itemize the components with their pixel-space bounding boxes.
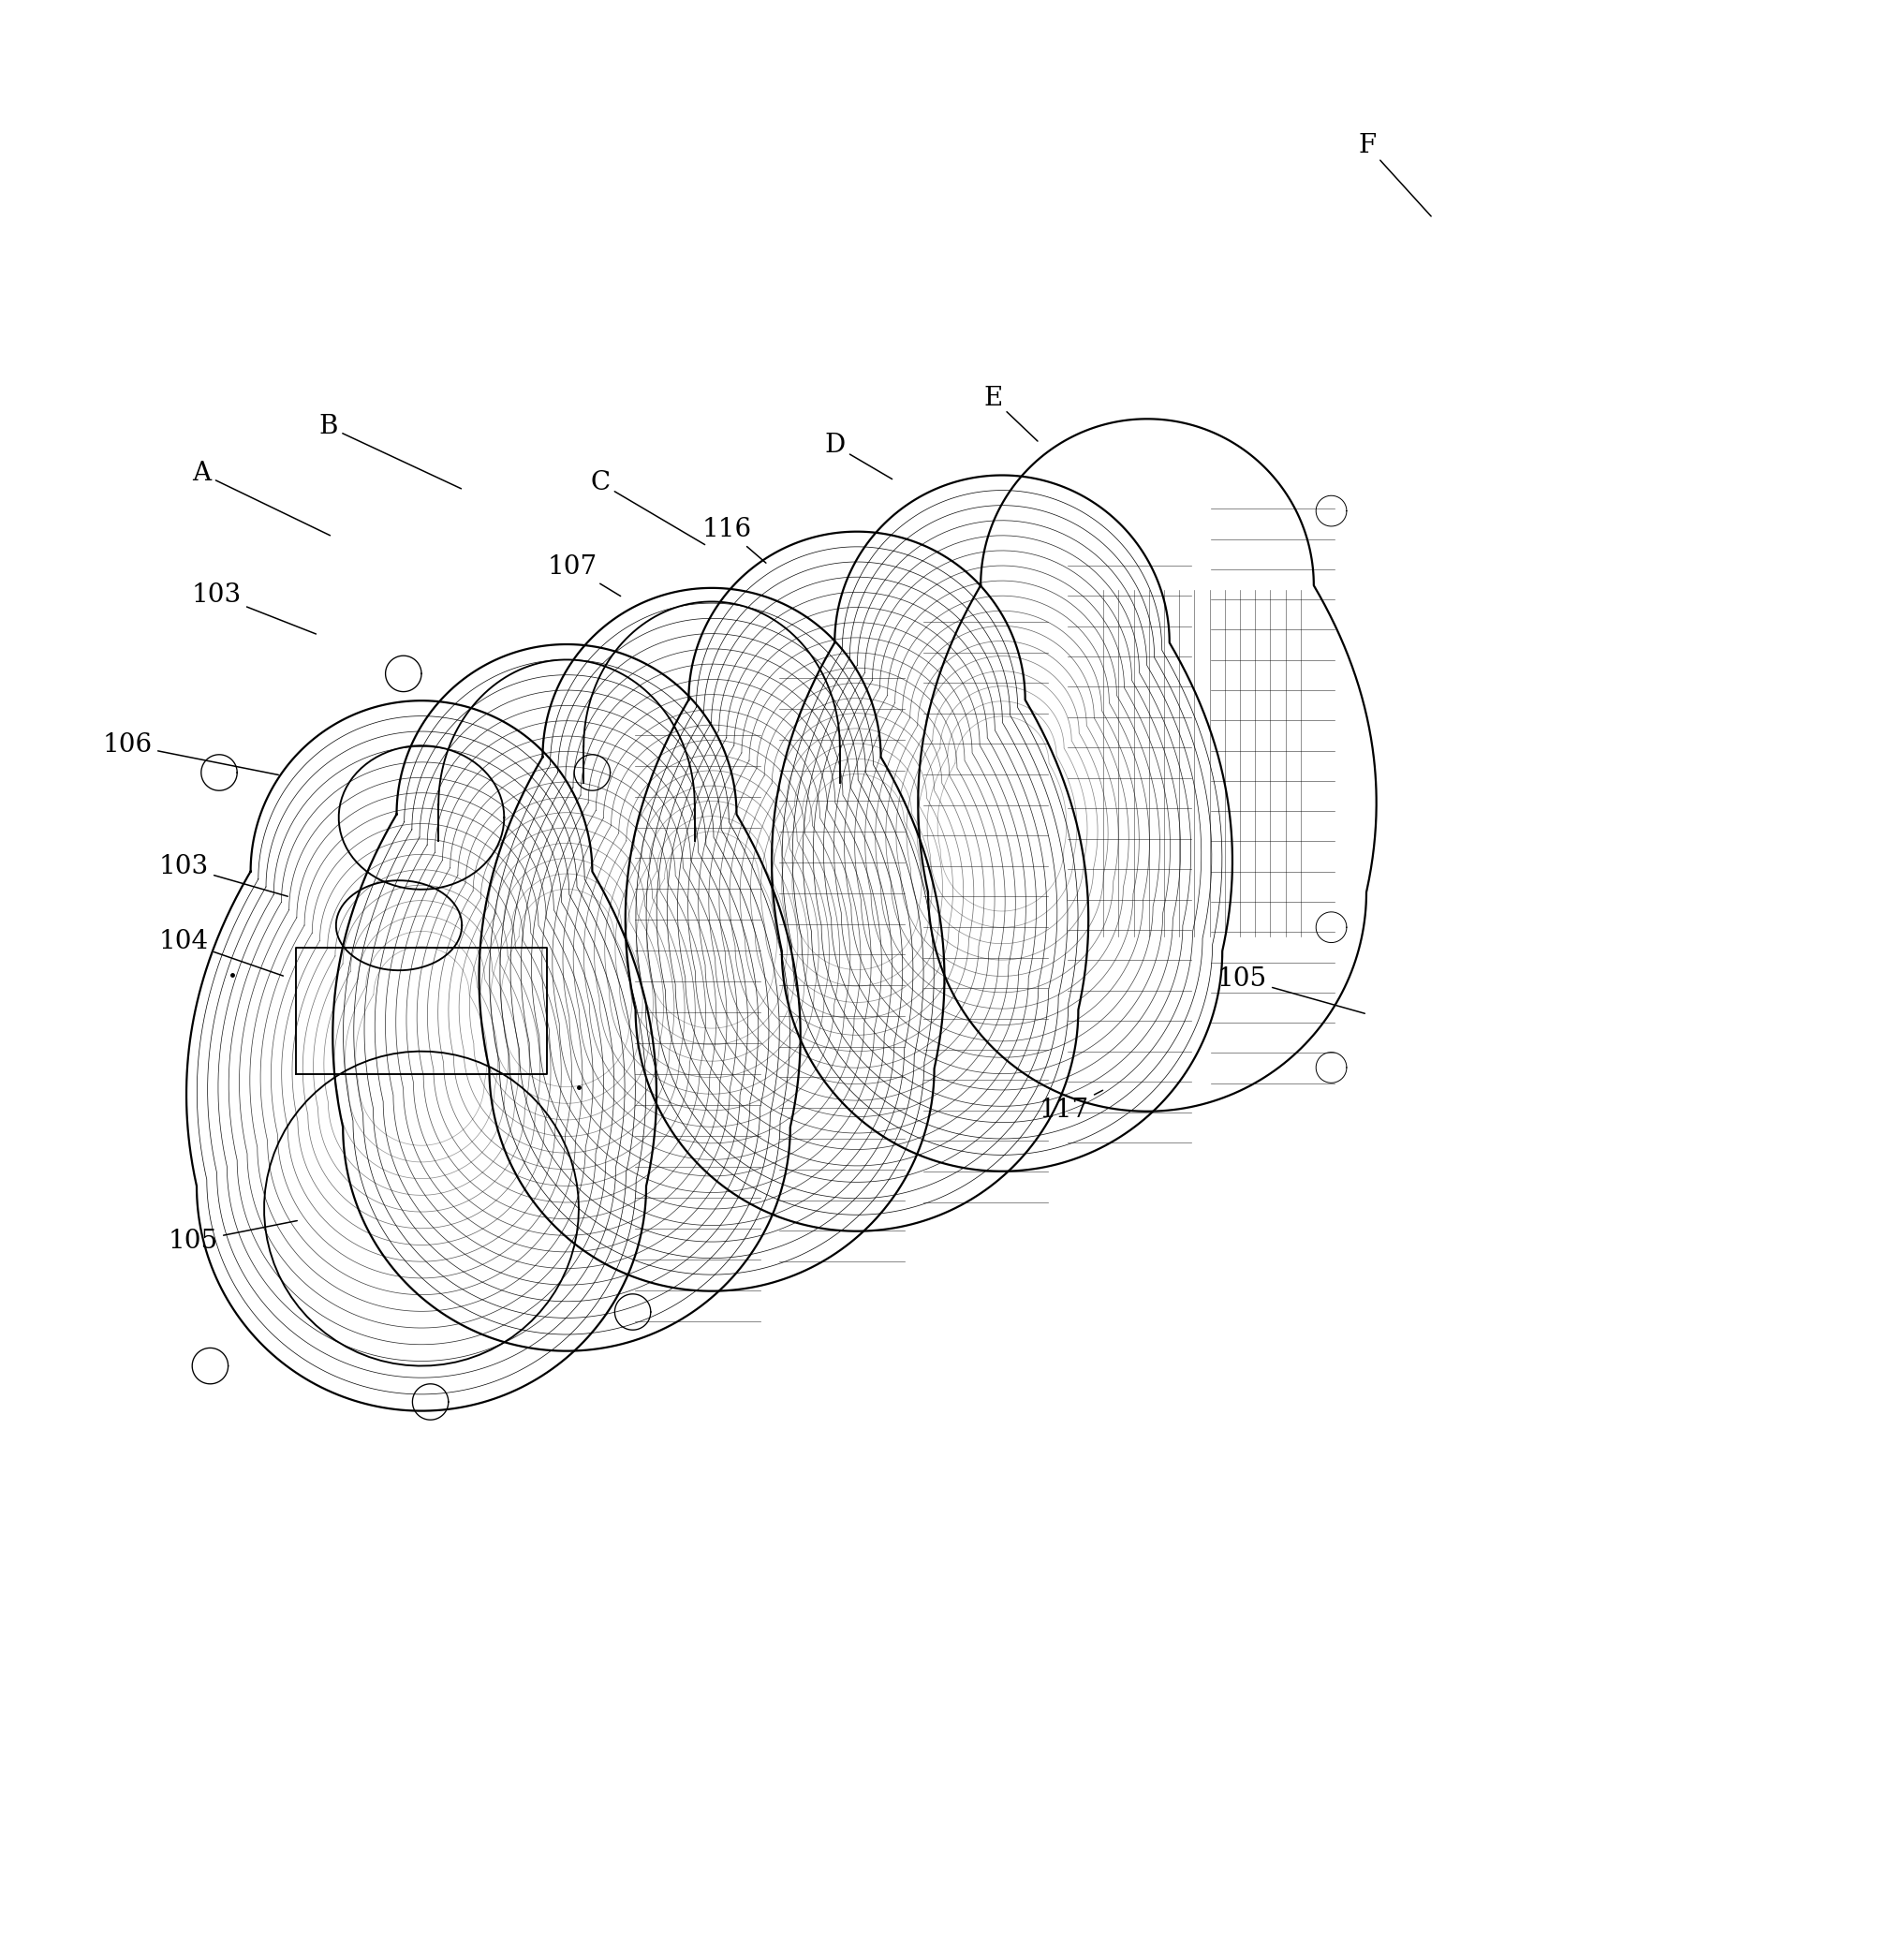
Text: 105: 105 xyxy=(168,1221,296,1254)
Text: 107: 107 xyxy=(548,555,621,596)
Text: 106: 106 xyxy=(104,733,278,774)
Text: A: A xyxy=(193,461,330,535)
Text: 105: 105 xyxy=(1218,966,1365,1013)
Text: F: F xyxy=(1357,133,1431,216)
Text: 104: 104 xyxy=(159,929,283,976)
Text: 117: 117 xyxy=(1040,1090,1103,1123)
Text: D: D xyxy=(825,433,893,478)
Text: 116: 116 xyxy=(702,517,767,563)
Text: 103: 103 xyxy=(159,855,287,896)
Text: B: B xyxy=(319,414,461,488)
Text: E: E xyxy=(984,386,1038,441)
Text: 103: 103 xyxy=(193,582,315,633)
Text: C: C xyxy=(589,470,704,545)
